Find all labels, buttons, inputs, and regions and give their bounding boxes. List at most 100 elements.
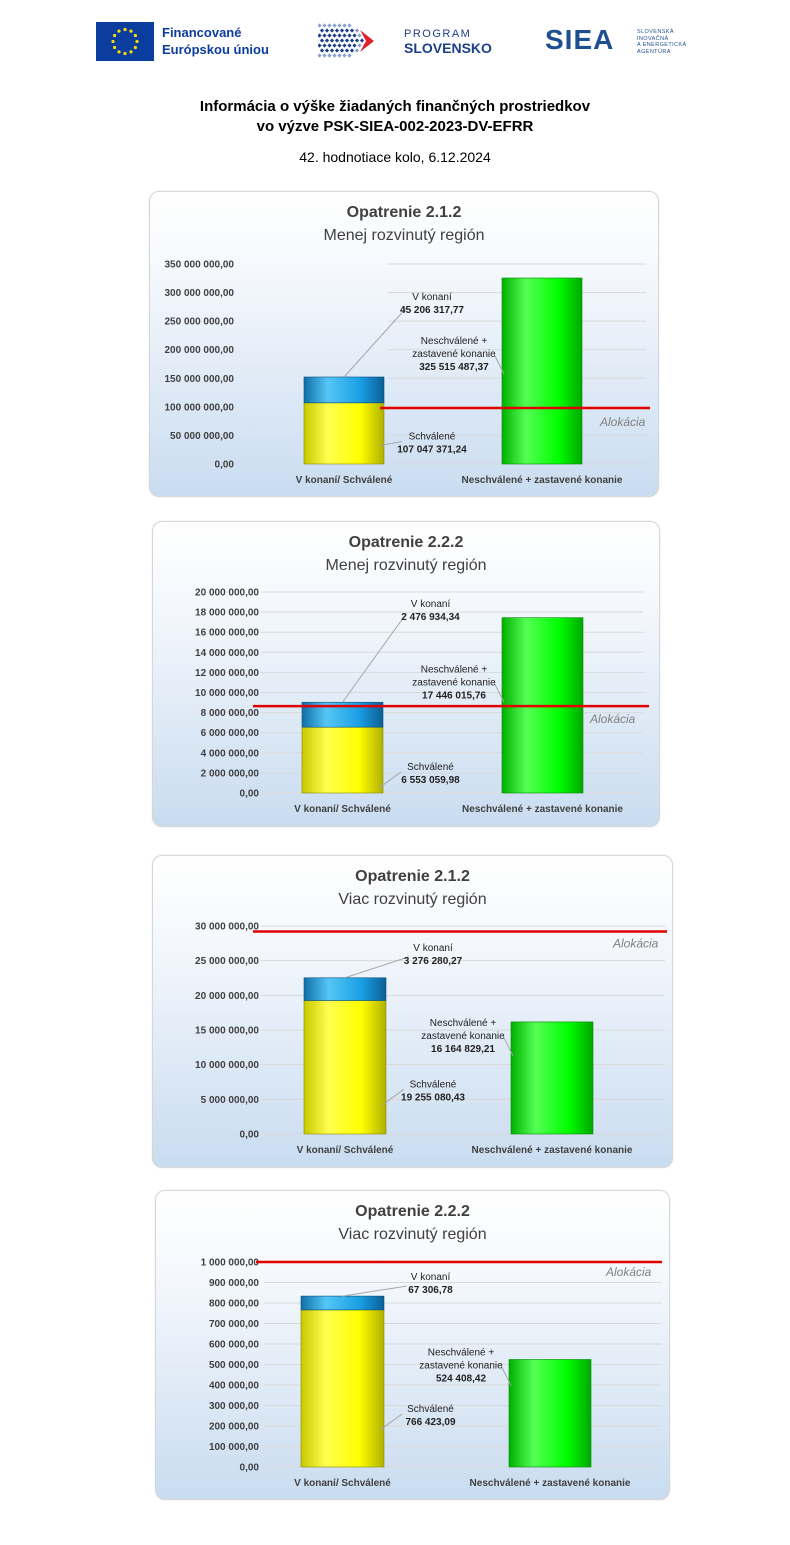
y-tick-label: 25 000 000,00 — [195, 956, 259, 967]
y-tick-label: 2 000 000,00 — [201, 768, 260, 779]
chart-title: Opatrenie 2.1.2 — [355, 868, 470, 885]
bar-rejected — [510, 1021, 594, 1135]
data-label-approved-name: Schválené — [409, 432, 456, 443]
x-category-label: Neschválené + zastavené konanie — [472, 1145, 633, 1156]
x-category-label: Neschválené + zastavené konanie — [462, 804, 623, 815]
chart-panel-3: Opatrenie 2.1.2 Viac rozvinutý región 0,00… — [152, 855, 673, 1168]
bar-approved — [301, 726, 384, 794]
eu-flag-icon — [96, 22, 154, 61]
x-category-label: V konaní/ Schválené — [296, 475, 393, 486]
data-label-in-process-value: 67 306,78 — [408, 1285, 453, 1296]
y-tick-label: 4 000 000,00 — [201, 748, 260, 759]
data-label-rejected-name: zastavené konanie — [421, 1031, 505, 1042]
y-tick-label: 12 000 000,00 — [195, 668, 259, 679]
chart-subtitle: Menej rozvinutý región — [325, 557, 487, 574]
data-label-rejected-name: Neschválené + — [421, 664, 488, 675]
data-label-rejected-value: 325 515 487,37 — [419, 362, 489, 373]
eu-logo: Financované Európskou úniou — [96, 22, 276, 62]
y-tick-label: 15 000 000,00 — [195, 1026, 259, 1037]
y-tick-label: 0,00 — [240, 1463, 260, 1474]
data-label-rejected-name: zastavené konanie — [419, 1360, 503, 1371]
label-leader-line — [344, 956, 410, 979]
data-label-rejected-value: 16 164 829,21 — [431, 1044, 495, 1055]
allocation-label: Alokácia — [599, 415, 646, 429]
data-label-in-process-value: 45 206 317,77 — [400, 305, 464, 316]
data-label-rejected-name: zastavené konanie — [412, 677, 496, 688]
y-tick-label: 200 000,00 — [209, 1422, 259, 1433]
data-label-approved-value: 6 553 059,98 — [401, 775, 460, 786]
bar-rejected — [508, 1359, 592, 1468]
data-label-approved-value: 19 255 080,43 — [401, 1092, 465, 1103]
page-title: Informácia o výške žiadaných finančných … — [199, 98, 591, 135]
x-category-label: V konaní/ Schválené — [294, 1478, 391, 1489]
bar-rejected — [501, 277, 583, 465]
bar-approved — [303, 1000, 387, 1135]
y-tick-label: 900 000,00 — [209, 1278, 259, 1289]
label-leader-line — [378, 771, 402, 789]
chart-title: Opatrenie 2.2.2 — [355, 1203, 470, 1220]
bar-in-process — [303, 977, 387, 1001]
y-tick-label: 20 000 000,00 — [195, 991, 259, 1002]
y-tick-label: 600 000,00 — [209, 1340, 259, 1351]
bar-chart: 0,00 2 000 000,00 4 000 000,00 6 000 000,00… — [195, 588, 649, 815]
y-tick-label: 500 000,00 — [209, 1360, 259, 1371]
siea-wordmark: SIEA — [545, 24, 615, 55]
program-label: PROGRAM — [404, 28, 472, 40]
chart-panel-2: Opatrenie 2.2.2 Menej rozvinutý región 0,0… — [152, 521, 660, 827]
data-label-rejected-name: Neschválené + — [428, 1347, 495, 1358]
siea-subtitle: SLOVENSKÁ INOVAČNÁ A ENERGETICKÁ AGENTÚR… — [637, 29, 687, 55]
y-tick-label: 6 000 000,00 — [201, 728, 260, 739]
y-tick-label: 700 000,00 — [209, 1319, 259, 1330]
label-leader-line — [500, 1365, 512, 1386]
y-tick-label: 8 000 000,00 — [201, 708, 260, 719]
y-tick-label: 300 000,00 — [209, 1401, 259, 1412]
x-category-label: Neschválené + zastavené konanie — [470, 1478, 631, 1489]
y-tick-label: 150 000 000,00 — [164, 374, 234, 385]
y-tick-label: 50 000 000,00 — [170, 431, 234, 442]
label-leader-line — [342, 612, 407, 703]
y-tick-label: 250 000 000,00 — [164, 317, 234, 328]
y-tick-label: 1 000 000,00 — [201, 1258, 260, 1269]
program-slovensko-mark-icon — [318, 23, 374, 58]
bar-in-process — [300, 1295, 385, 1311]
data-label-rejected-name: Neschválené + — [430, 1018, 497, 1029]
data-label-approved-value: 766 423,09 — [405, 1417, 455, 1428]
y-tick-label: 20 000 000,00 — [195, 588, 259, 599]
data-label-in-process-name: V konaní — [411, 599, 451, 610]
y-tick-label: 200 000 000,00 — [164, 345, 234, 356]
y-tick-label: 10 000 000,00 — [195, 1060, 259, 1071]
bar-chart: 0,00 5 000 000,00 10 000 000,00 15 000 000,… — [195, 922, 667, 1156]
y-tick-label: 16 000 000,00 — [195, 628, 259, 639]
program-slovensko-logo: PROGRAM SLOVENSKO — [318, 20, 508, 64]
bar-approved — [303, 402, 385, 465]
y-tick-label: 0,00 — [215, 460, 235, 471]
label-leader-line — [493, 353, 505, 375]
y-tick-label: 30 000 000,00 — [195, 922, 259, 933]
page-subtitle: 42. hodnotiace kolo, 6.12.2024 — [299, 149, 491, 165]
chart-subtitle: Menej rozvinutý región — [323, 227, 485, 244]
data-label-in-process-name: V konaní — [411, 1272, 451, 1283]
label-leader-line — [343, 305, 409, 378]
y-tick-label: 800 000,00 — [209, 1299, 259, 1310]
label-leader-line — [379, 441, 403, 447]
label-leader-line — [381, 1088, 405, 1106]
x-category-label: V konaní/ Schválené — [294, 804, 391, 815]
data-label-approved-name: Schválené — [407, 762, 454, 773]
data-label-in-process-name: V konaní — [412, 292, 452, 303]
data-label-rejected-name: zastavené konanie — [412, 349, 496, 360]
y-tick-label: 0,00 — [240, 1130, 260, 1141]
y-tick-label: 350 000 000,00 — [164, 260, 234, 271]
y-tick-label: 400 000,00 — [209, 1381, 259, 1392]
allocation-label: Alokácia — [612, 937, 659, 951]
y-tick-label: 5 000 000,00 — [201, 1095, 260, 1106]
chart-panel-4: Opatrenie 2.2.2 Viac rozvinutý región 0,00… — [155, 1190, 670, 1500]
label-leader-line — [502, 1035, 514, 1057]
chart-subtitle: Viac rozvinutý región — [338, 1226, 487, 1243]
bar-approved — [300, 1309, 385, 1468]
chart-title: Opatrenie 2.2.2 — [348, 534, 464, 551]
y-tick-label: 100 000 000,00 — [164, 402, 234, 413]
label-leader-line — [342, 1285, 407, 1297]
bar-chart: 0,00 50 000 000,00 100 000 000,00 150 000 0… — [164, 260, 650, 486]
data-label-approved-name: Schválené — [410, 1079, 457, 1090]
y-tick-label: 10 000 000,00 — [195, 688, 259, 699]
